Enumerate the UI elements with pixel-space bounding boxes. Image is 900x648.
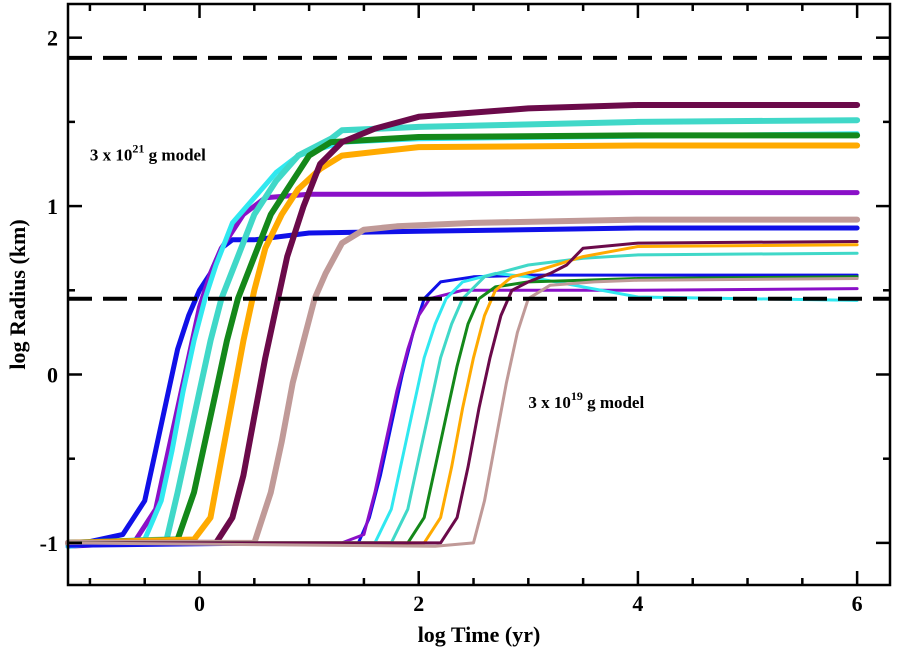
series-layer <box>65 102 861 549</box>
x-tick-label: 6 <box>852 591 863 616</box>
series-line-orange-21 <box>65 142 861 546</box>
series-line-rosybrown-21 <box>65 216 861 546</box>
y-tick-label: -1 <box>40 531 58 556</box>
plot-frame <box>66 2 892 587</box>
y-tick-label: 1 <box>47 194 58 219</box>
annotation-small-model: 3 x 1019 g model <box>528 389 644 412</box>
axis-ticks: 0 2 4 6 -1 0 1 2 <box>40 4 890 616</box>
x-tick-label: 2 <box>413 591 424 616</box>
annotations: 3 x 1021 g model 3 x 1019 g model <box>90 142 645 413</box>
series-line-orange-19 <box>66 243 859 545</box>
series-line-purple-21 <box>65 190 860 549</box>
series-line-green-19 <box>66 275 859 545</box>
x-tick-label: 4 <box>632 591 643 616</box>
x-axis-title: log Time (yr) <box>418 622 541 647</box>
series-line-purple-19 <box>66 287 859 545</box>
series-line-turquoise-19 <box>66 251 859 545</box>
series-line-turquoise-21 <box>65 117 861 546</box>
series-line-maroon-19 <box>66 240 859 545</box>
series-line-rosybrown-19 <box>66 277 859 548</box>
reference-lines <box>68 55 890 301</box>
series-line-maroon-21 <box>65 102 861 546</box>
y-tick-label: 0 <box>47 362 58 387</box>
y-tick-label: 2 <box>47 26 58 51</box>
series-line-green-21 <box>65 132 861 546</box>
annotation-large-model: 3 x 1021 g model <box>90 142 206 165</box>
y-axis-title: log Radius (km) <box>5 219 30 369</box>
series-line-cyan-19 <box>66 271 859 545</box>
x-tick-label: 0 <box>194 591 205 616</box>
